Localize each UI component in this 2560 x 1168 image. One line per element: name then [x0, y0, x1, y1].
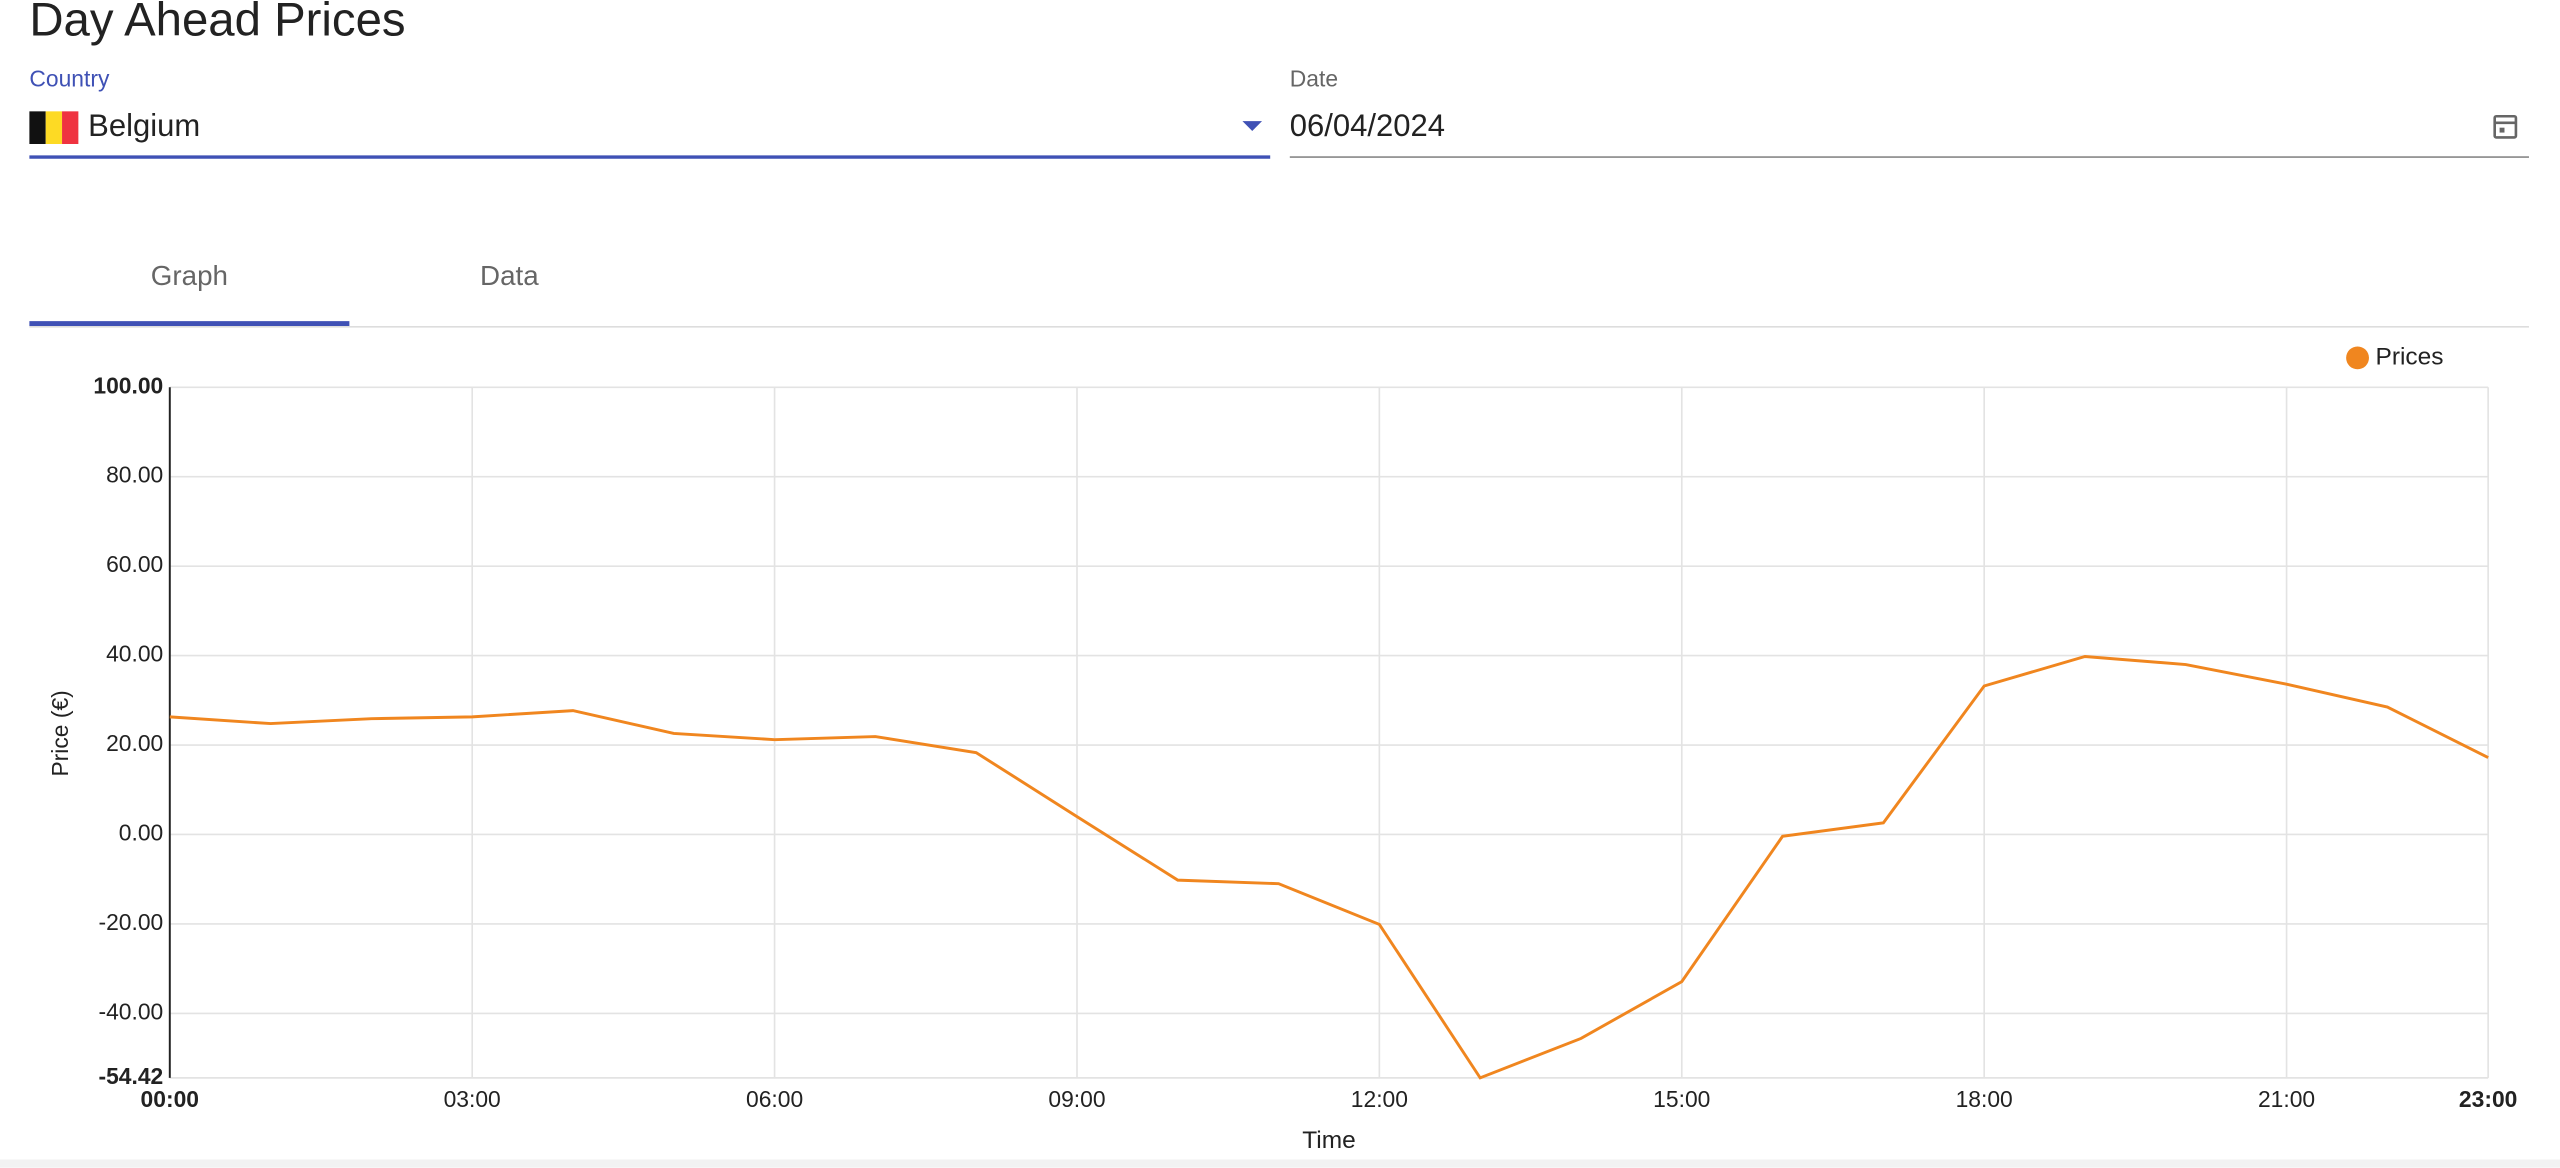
x-tick-label: 18:00: [1956, 1086, 2013, 1112]
y-tick-label: 60.00: [106, 551, 163, 577]
dropdown-arrow[interactable]: [1242, 121, 1263, 131]
date-input[interactable]: 06/04/2024: [1290, 108, 1445, 143]
x-tick-label: 21:00: [2258, 1086, 2315, 1112]
legend-marker: [2346, 346, 2369, 370]
y-tick-label: -40.00: [98, 998, 163, 1024]
y-tick-label: 80.00: [106, 462, 163, 488]
y-tick-label: 20.00: [106, 730, 163, 756]
y-axis-label: Price (€): [47, 690, 73, 776]
x-tick-label: 23:00: [2459, 1086, 2517, 1112]
x-tick-label: 03:00: [444, 1086, 501, 1112]
country-label: Country: [29, 65, 110, 91]
price-line: [169, 655, 2489, 1080]
x-tick-label: 06:00: [746, 1086, 803, 1112]
x-tick-label: 12:00: [1351, 1086, 1408, 1112]
footer-strip: [0, 1159, 2560, 1168]
date-label: Date: [1290, 65, 1338, 91]
y-tick-label: 0.00: [119, 820, 163, 846]
legend-label: Prices: [2376, 343, 2444, 370]
calendar-icon[interactable]: [2493, 114, 2518, 139]
country-select[interactable]: Belgium: [88, 108, 200, 143]
tab[interactable]: Graph: [151, 260, 228, 291]
y-tick-label: 100.00: [93, 372, 163, 398]
x-tick-label: 15:00: [1653, 1086, 1710, 1112]
x-axis-label: Time: [1302, 1127, 1355, 1154]
x-tick-label: 09:00: [1048, 1086, 1105, 1112]
y-tick-label: -54.42: [98, 1063, 163, 1089]
x-tick-label: 00:00: [141, 1086, 199, 1112]
y-tick-label: 40.00: [106, 641, 163, 667]
y-tick-label: -20.00: [98, 909, 163, 935]
tab[interactable]: Data: [480, 260, 539, 291]
flag: [29, 111, 79, 144]
page-title: Day Ahead Prices: [29, 0, 405, 47]
